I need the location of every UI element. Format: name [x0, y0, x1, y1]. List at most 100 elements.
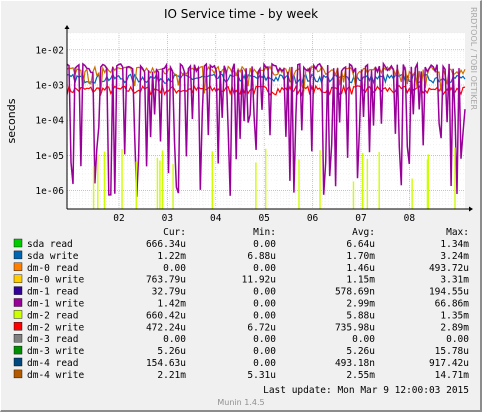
legend-header: Cur:	[163, 227, 186, 238]
legend-avg-value: 0.00	[352, 334, 375, 345]
legend-avg-value: 6.64u	[346, 239, 375, 250]
y-axis-label: seconds	[5, 98, 18, 143]
series-dm-2-read	[92, 147, 456, 209]
legend-swatch	[13, 298, 23, 307]
legend-max-value: 194.55u	[429, 287, 469, 298]
axes: 02 03 04 05 06 07 08 1e-02 1e-03 1e-04 1e-05 1e-06	[35, 25, 473, 224]
legend-min-value: 0.00	[253, 334, 276, 345]
legend-cur-value: 5.26u	[157, 346, 186, 357]
legend-cur-value: 1.22m	[157, 251, 186, 262]
legend-swatch	[13, 238, 23, 248]
y-tick-label: 1e-05	[35, 151, 64, 162]
legend-swatch	[13, 345, 23, 355]
legend-avg-value: 735.98u	[335, 322, 375, 333]
x-axis-arrow	[469, 206, 473, 212]
legend-swatch	[13, 322, 23, 331]
legend-max-value: 1.35m	[440, 310, 469, 321]
legend-series-name: dm-3 read	[27, 334, 78, 345]
legend-min-value: 0.00	[253, 263, 276, 274]
legend-max-value: 493.72u	[429, 263, 469, 274]
legend-swatch	[13, 274, 23, 283]
y-axis-arrow	[64, 25, 70, 29]
legend-cur-value: 472.24u	[146, 322, 186, 333]
legend-cur-value: 763.79u	[146, 275, 186, 286]
legend-min-value: 11.92u	[242, 275, 276, 286]
legend-min-value: 5.31u	[247, 370, 276, 381]
legend-series-name: sda write	[27, 251, 79, 262]
legend-avg-value: 5.88u	[346, 310, 375, 321]
legend-series-name: dm-2 read	[27, 310, 78, 321]
legend-swatch	[13, 262, 23, 271]
legend-swatch	[13, 334, 23, 343]
rrdtool-credit: RRDTOOL / TOBI OETIKER	[469, 7, 478, 110]
legend-max-value: 2.89m	[440, 322, 469, 333]
legend-cur-value: 666.34u	[146, 239, 186, 250]
x-tick-label: 08	[404, 213, 416, 224]
legend-max-value: 3.31m	[440, 275, 469, 286]
legend-avg-value: 1.15m	[346, 275, 375, 286]
y-tick-label: 1e-03	[35, 80, 64, 91]
legend-cur-value: 660.42u	[146, 310, 186, 321]
legend-series-name: dm-0 read	[27, 263, 78, 274]
x-tick-label: 05	[258, 213, 269, 224]
x-tick-label: 03	[162, 213, 173, 224]
legend-header: Max:	[446, 227, 469, 238]
legend-avg-value: 2.55m	[346, 370, 375, 381]
legend-series-name: sda read	[27, 239, 73, 250]
legend-cur-value: 1.42m	[157, 299, 186, 310]
legend-min-value: 0.00	[253, 287, 276, 298]
legend-series-name: dm-4 read	[27, 358, 78, 369]
legend-min-value: 0.00	[253, 310, 276, 321]
legend-avg-value: 5.26u	[346, 346, 375, 357]
legend-min-value: 6.88u	[247, 251, 276, 262]
legend-max-value: 66.86m	[435, 299, 470, 310]
legend-max-value: 0.00	[446, 334, 469, 345]
x-tick-label: 04	[210, 213, 222, 224]
legend-max-value: 15.78u	[435, 346, 469, 357]
x-tick-label: 02	[113, 213, 124, 224]
legend-avg-value: 1.46u	[346, 263, 375, 274]
x-tick-label: 07	[355, 213, 366, 224]
legend-cur-value: 0.00	[163, 334, 186, 345]
legend-min-value: 6.72u	[247, 322, 276, 333]
last-update: Last update: Mon Mar 9 12:00:03 2015	[263, 385, 469, 396]
legend-avg-value: 1.70m	[346, 251, 375, 262]
legend-series-name: dm-4 write	[27, 370, 84, 381]
legend-swatch	[13, 310, 23, 319]
series-line	[66, 61, 466, 197]
legend-cur-value: 32.79u	[152, 287, 186, 298]
chart-title: IO Service time - by week	[164, 7, 318, 21]
legend-max-value: 1.34m	[440, 239, 469, 250]
legend: Cur: Min: Avg: Max: sda read 666.34u 0.00 6.64u…	[13, 227, 470, 381]
legend-swatch	[13, 369, 23, 379]
legend-min-value: 0.00	[253, 299, 276, 310]
munin-version: Munin 1.4.5	[217, 398, 264, 407]
legend-min-value: 0.00	[253, 358, 276, 369]
legend-avg-value: 2.99m	[346, 299, 375, 310]
legend-series-name: dm-3 write	[27, 346, 84, 357]
y-tick-label: 1e-02	[35, 45, 64, 56]
x-tick-label: 06	[307, 213, 319, 224]
legend-min-value: 0.00	[253, 346, 276, 357]
legend-series-name: dm-0 write	[27, 275, 84, 286]
legend-header: Avg:	[352, 227, 375, 238]
legend-header: Min:	[253, 227, 276, 238]
legend-cur-value: 0.00	[163, 263, 186, 274]
legend-min-value: 0.00	[253, 239, 276, 250]
legend-cur-value: 2.21m	[157, 370, 186, 381]
series-dm-1-write	[66, 61, 466, 197]
legend-series-name: dm-1 write	[27, 299, 84, 310]
legend-avg-value: 578.69n	[335, 287, 375, 298]
legend-swatch	[13, 286, 23, 295]
legend-cur-value: 154.63u	[146, 358, 186, 369]
legend-swatch	[13, 357, 23, 367]
legend-max-value: 3.24m	[440, 251, 469, 262]
y-tick-label: 1e-06	[35, 186, 64, 197]
series-layer	[66, 61, 466, 209]
legend-avg-value: 493.18n	[335, 358, 375, 369]
legend-max-value: 14.71m	[435, 370, 470, 381]
legend-series-name: dm-1 read	[27, 287, 78, 298]
legend-swatch	[13, 250, 23, 260]
